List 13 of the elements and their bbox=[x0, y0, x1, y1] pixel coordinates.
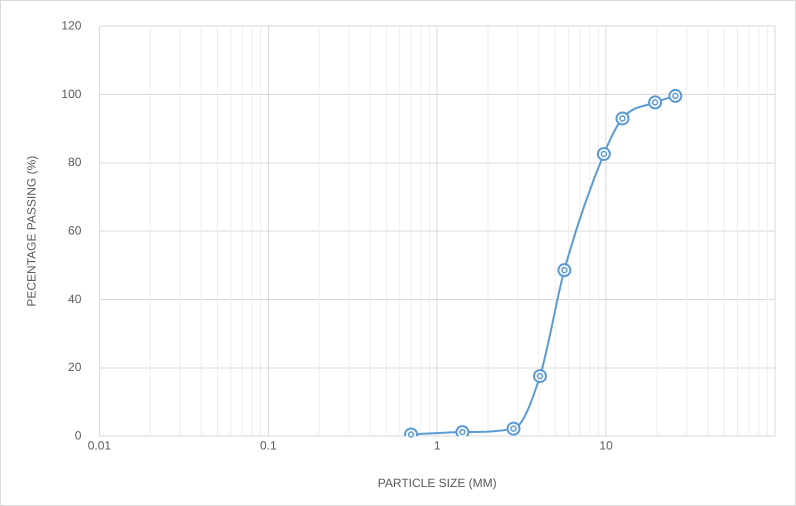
y-tick-label: 120 bbox=[61, 18, 82, 33]
y-tick-label: 60 bbox=[68, 224, 82, 238]
y-tick-label: 0 bbox=[74, 428, 82, 443]
y-tick-label: 40 bbox=[68, 292, 82, 306]
y-axis-title: PECENTAGE PASSING (%) bbox=[24, 156, 39, 307]
x-tick-label: 1 bbox=[434, 438, 441, 453]
y-tick-label: 20 bbox=[68, 360, 82, 374]
x-tick-label: 10 bbox=[599, 438, 614, 453]
x-axis-title: PARTICLE SIZE (MM) bbox=[378, 476, 497, 490]
y-tick-label: 80 bbox=[68, 155, 82, 170]
x-tick-label: 0.1 bbox=[260, 438, 277, 453]
x-tick-label: 0.01 bbox=[88, 438, 112, 453]
y-tick-label: 100 bbox=[61, 86, 82, 101]
